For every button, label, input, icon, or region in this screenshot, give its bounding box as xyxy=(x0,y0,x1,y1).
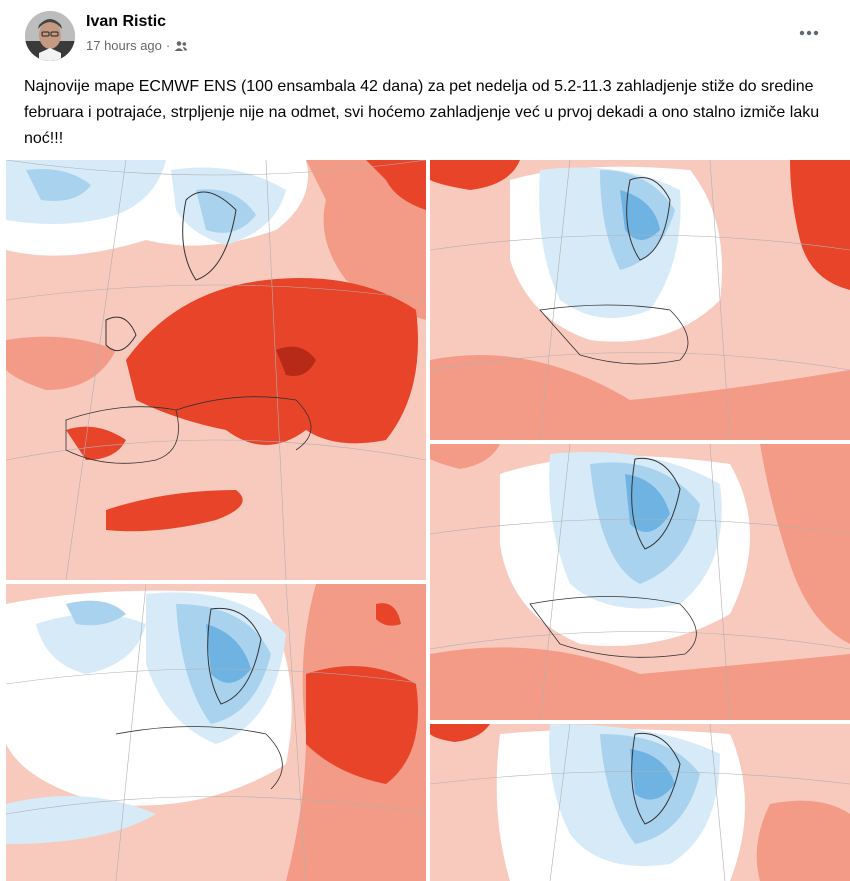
anomaly-map-week-4 xyxy=(6,584,426,881)
post-timestamp[interactable]: 17 hours ago xyxy=(86,38,162,53)
avatar[interactable] xyxy=(25,11,75,61)
map-image-week-4[interactable] xyxy=(6,584,426,881)
anomaly-map-week-1 xyxy=(6,160,426,580)
author-name[interactable]: Ivan Ristic xyxy=(86,13,167,30)
anomaly-map-week-5 xyxy=(430,724,850,881)
more-options-icon xyxy=(799,30,819,36)
map-image-week-1[interactable] xyxy=(6,160,426,580)
meta-separator: · xyxy=(165,38,171,53)
avatar-image xyxy=(25,11,75,61)
map-image-week-3[interactable] xyxy=(430,444,850,720)
map-image-week-5[interactable] xyxy=(430,724,850,881)
map-image-grid xyxy=(0,160,850,881)
map-image-week-2[interactable] xyxy=(430,160,850,440)
more-options-button[interactable] xyxy=(794,18,824,48)
friends-icon[interactable] xyxy=(174,40,188,52)
anomaly-map-week-2 xyxy=(430,160,850,440)
post-meta: 17 hours ago · xyxy=(86,38,188,53)
post-text: Najnovije mape ECMWF ENS (100 ensambala … xyxy=(24,78,820,147)
anomaly-map-week-3 xyxy=(430,444,850,720)
post-header: Ivan Ristic 17 hours ago · xyxy=(0,0,850,62)
